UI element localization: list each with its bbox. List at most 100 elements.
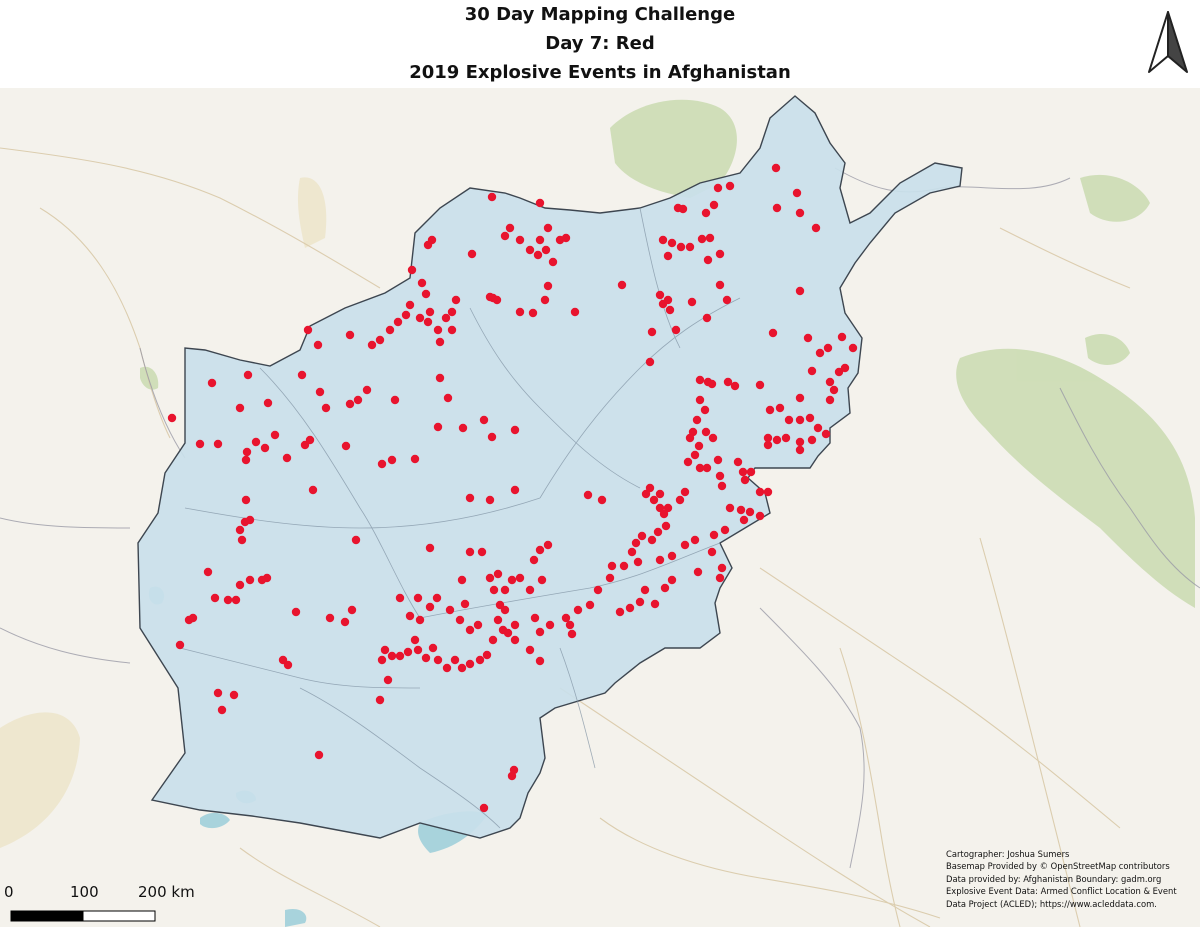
explosive-event-dot (633, 557, 643, 567)
explosive-event-dot (690, 450, 700, 460)
explosive-event-dot (687, 297, 697, 307)
explosive-event-dot (475, 655, 485, 665)
explosive-event-dot (815, 348, 825, 358)
explosive-event-dot (795, 437, 805, 447)
explosive-event-dot (649, 495, 659, 505)
explosive-event-dot (493, 615, 503, 625)
explosive-event-dot (848, 343, 858, 353)
explosive-event-dot (433, 325, 443, 335)
explosive-event-dot (460, 599, 470, 609)
explosive-event-dot (223, 595, 233, 605)
explosive-event-dot (694, 441, 704, 451)
explosive-event-dot (435, 337, 445, 347)
explosive-event-dot (660, 583, 670, 593)
explosive-event-dot (515, 235, 525, 245)
explosive-event-dot (695, 395, 705, 405)
explosive-event-dot (325, 613, 335, 623)
explosive-event-dot (240, 517, 250, 527)
explosive-event-dot (671, 325, 681, 335)
map-canvas[interactable] (0, 88, 1200, 927)
explosive-event-dot (707, 547, 717, 557)
explosive-event-dot (260, 443, 270, 453)
explosive-event-dot (263, 398, 273, 408)
explosive-event-dot (340, 617, 350, 627)
explosive-event-dot (237, 535, 247, 545)
explosive-event-dot (627, 547, 637, 557)
explosive-event-dot (565, 620, 575, 630)
explosive-event-dot (251, 437, 261, 447)
explosive-event-dot (270, 430, 280, 440)
explosive-event-dot (768, 328, 778, 338)
explosive-event-dot (661, 521, 671, 531)
explosive-event-dot (380, 645, 390, 655)
explosive-event-dot (405, 300, 415, 310)
explosive-event-dot (703, 255, 713, 265)
explosive-event-dot (489, 585, 499, 595)
explosive-event-dot (813, 423, 823, 433)
explosive-event-dot (345, 330, 355, 340)
explosive-event-dot (781, 433, 791, 443)
explosive-event-dot (257, 575, 267, 585)
title-line-day: Day 7: Red (545, 33, 655, 54)
explosive-event-dot (457, 575, 467, 585)
explosive-event-dot (231, 595, 241, 605)
explosive-event-dot (421, 289, 431, 299)
explosive-event-dot (242, 447, 252, 457)
explosive-event-dot (341, 441, 351, 451)
explosive-event-dot (291, 607, 301, 617)
explosive-event-dot (740, 475, 750, 485)
explosive-event-dot (825, 377, 835, 387)
explosive-event-dot (487, 432, 497, 442)
explosive-event-dot (683, 457, 693, 467)
explosive-event-dot (443, 393, 453, 403)
explosive-event-dot (493, 569, 503, 579)
explosive-event-dot (834, 367, 844, 377)
explosive-event-dot (763, 487, 773, 497)
explosive-event-dot (795, 208, 805, 218)
explosive-event-dot (702, 463, 712, 473)
explosive-event-dot (535, 627, 545, 637)
explosive-event-dot (615, 607, 625, 617)
explosive-event-dot (795, 415, 805, 425)
explosive-event-dot (738, 467, 748, 477)
explosive-event-dot (525, 645, 535, 655)
explosive-event-dot (739, 515, 749, 525)
explosive-event-dot (707, 379, 717, 389)
explosive-event-dot (278, 655, 288, 665)
explosive-event-dot (746, 467, 756, 477)
explosive-event-dot (825, 395, 835, 405)
explosive-event-dot (700, 405, 710, 415)
afghanistan-boundary (137, 95, 963, 839)
explosive-event-dot (450, 655, 460, 665)
explosive-event-dot (663, 295, 673, 305)
explosive-event-dot (525, 585, 535, 595)
explosive-event-dot (467, 249, 477, 259)
explosive-event-dot (503, 628, 513, 638)
explosive-event-dot (545, 620, 555, 630)
explosive-event-dot (387, 455, 397, 465)
explosive-event-dot (655, 555, 665, 565)
explosive-event-dot (428, 643, 438, 653)
explosive-event-dot (515, 307, 525, 317)
explosive-event-dot (653, 527, 663, 537)
explosive-event-dot (477, 547, 487, 557)
explosive-event-dot (458, 423, 468, 433)
explosive-event-dot (645, 357, 655, 367)
explosive-event-dot (442, 663, 452, 673)
scale-label-zero: 0 (4, 883, 14, 901)
explosive-event-dot (823, 343, 833, 353)
explosive-event-dot (667, 575, 677, 585)
explosive-event-dot (321, 403, 331, 413)
explosive-event-dot (303, 325, 313, 335)
explosive-event-dot (175, 640, 185, 650)
explosive-event-dot (282, 453, 292, 463)
explosive-event-dot (241, 455, 251, 465)
explosive-event-dot (479, 803, 489, 813)
explosive-event-dot (445, 605, 455, 615)
explosive-event-dot (395, 593, 405, 603)
explosive-event-dot (640, 585, 650, 595)
explosive-event-dot (593, 585, 603, 595)
explosive-event-dot (543, 281, 553, 291)
explosive-event-dot (535, 545, 545, 555)
explosive-event-dot (530, 613, 540, 623)
